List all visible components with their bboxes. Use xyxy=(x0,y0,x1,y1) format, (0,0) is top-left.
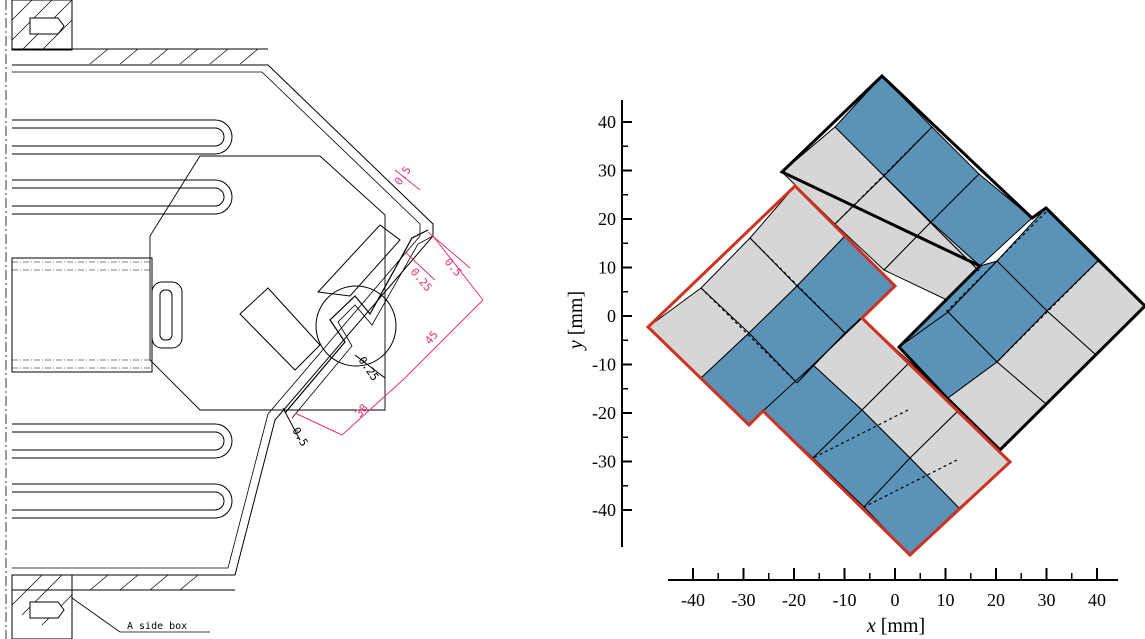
center-bolt xyxy=(11,257,183,373)
y-tick-label: 0 xyxy=(607,306,616,326)
dimension-annotations xyxy=(282,169,484,441)
y-axis-label-var: y xyxy=(565,340,587,351)
y-axis-label: y [mm] xyxy=(565,291,587,351)
x-tick-label: 20 xyxy=(987,590,1005,610)
tiles xyxy=(647,75,1145,556)
top-screw-head xyxy=(29,17,65,35)
dim-label: 45 xyxy=(422,328,440,347)
y-tick-label: 30 xyxy=(598,161,616,181)
x-tick-label: -40 xyxy=(681,590,705,610)
dim-line-4 xyxy=(354,354,386,379)
dimension-labels: 0.5 0.5 0.25 45 0.25 38 0.5 xyxy=(289,164,464,449)
callout: A side box xyxy=(71,597,210,633)
x-axis-label-unit: [mm] xyxy=(876,615,925,637)
x-tick-label: 40 xyxy=(1088,590,1106,610)
tile-layout-plot: 40 30 20 10 0 -10 -20 -30 -40 -40 -30 -20 -10 0 10 20 3… xyxy=(565,73,1145,637)
dim-line-38 xyxy=(341,377,406,436)
y-tick-label: 10 xyxy=(598,258,616,278)
sheet-profile xyxy=(284,229,429,414)
dashed-tile-lines xyxy=(700,126,1099,508)
slot-3-inner xyxy=(12,431,225,451)
slot-2-inner xyxy=(12,187,225,207)
slot-1 xyxy=(12,119,233,155)
y-tick-label: -40 xyxy=(592,500,616,520)
slot-3 xyxy=(12,423,233,459)
dim-label: 0.5 xyxy=(442,256,465,280)
dim-label: 0.25 xyxy=(408,266,435,295)
dim-label: 0.5 xyxy=(392,164,414,188)
x-tick-label: 0 xyxy=(891,590,900,610)
x-tick-label: -20 xyxy=(782,590,806,610)
bottom-flange-hatching xyxy=(11,574,199,626)
slots xyxy=(12,119,233,519)
y-tick-label: -20 xyxy=(592,403,616,423)
x-tick-label: -30 xyxy=(732,590,756,610)
x-tick-label: -10 xyxy=(833,590,857,610)
dim-ext-45 xyxy=(432,235,484,301)
x-ticks: -40 -30 -20 -10 0 10 20 30 40 xyxy=(681,568,1106,610)
dim-ext-38 xyxy=(294,412,343,436)
outline-black-region xyxy=(779,73,1145,453)
box-lower xyxy=(239,287,321,371)
box-upper xyxy=(316,224,401,297)
y-tick-label: -30 xyxy=(592,452,616,472)
inner-body xyxy=(149,155,386,411)
dim-line-45 xyxy=(404,299,484,379)
dim-line-1 xyxy=(394,169,421,191)
technical-drawing xyxy=(5,0,434,639)
callout-label: A side box xyxy=(127,621,187,632)
slot-2 xyxy=(12,179,233,215)
x-tick-label: 30 xyxy=(1038,590,1056,610)
slot-4-inner xyxy=(12,491,225,511)
dim-line-5 xyxy=(282,407,301,441)
tile-grey xyxy=(796,317,863,384)
top-flange-hatching xyxy=(11,0,259,65)
detail-circle xyxy=(315,285,397,367)
slot-1-inner xyxy=(12,127,225,147)
y-tick-label: 40 xyxy=(598,112,616,132)
y-ticks: 40 30 20 10 0 -10 -20 -30 -40 xyxy=(592,112,632,520)
x-axis-label-var: x xyxy=(866,615,876,637)
x-axis-label: x [mm] xyxy=(866,615,925,637)
dim-line-3 xyxy=(404,251,436,281)
dim-label: 38 xyxy=(352,401,370,420)
y-tick-label: 20 xyxy=(598,209,616,229)
dim-label: 0.5 xyxy=(289,425,310,449)
y-tick-label: -10 xyxy=(592,355,616,375)
slot-4 xyxy=(12,483,233,519)
outline-red-region xyxy=(645,183,1013,558)
y-axis-label-unit: [mm] xyxy=(565,291,587,340)
dim-label: 0.25 xyxy=(356,354,382,383)
x-tick-label: 10 xyxy=(937,590,955,610)
housing-inner-contour xyxy=(12,71,421,569)
bottom-screw-head xyxy=(29,601,65,619)
